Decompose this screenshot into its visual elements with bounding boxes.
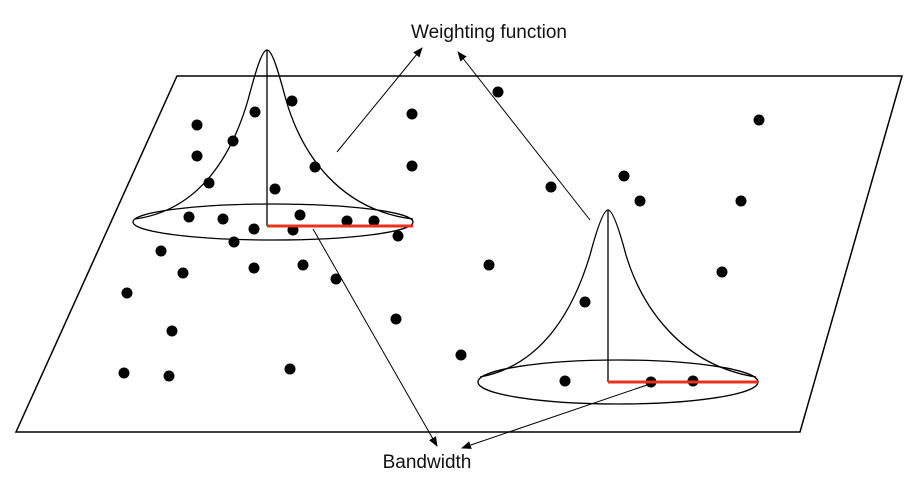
right-gaussian-curve: [479, 209, 757, 378]
data-point: [286, 95, 298, 107]
weighting-arrow-left: [336, 47, 423, 153]
data-point: [294, 209, 306, 221]
bandwidth-label: Bandwidth: [383, 452, 472, 473]
data-point: [634, 195, 646, 207]
data-point: [483, 259, 495, 271]
data-point: [191, 150, 203, 162]
data-point: [177, 267, 189, 279]
weighting-function-label: Weighting function: [411, 22, 567, 43]
data-point: [228, 236, 240, 248]
data-point: [716, 266, 728, 278]
data-point: [753, 114, 765, 126]
data-point: [341, 215, 353, 227]
data-point: [155, 245, 167, 257]
data-point: [121, 287, 133, 299]
data-point: [183, 211, 195, 223]
data-point: [191, 119, 203, 131]
data-point: [406, 108, 418, 120]
left-kernel-base-ellipse: [132, 203, 414, 241]
study-area-plane: [14, 75, 903, 433]
data-point: [330, 273, 342, 285]
weighting-arrow-right: [457, 51, 591, 221]
right-kernel: [477, 209, 759, 405]
data-point: [166, 325, 178, 337]
data-point: [284, 363, 296, 375]
data-point: [735, 195, 747, 207]
data-point: [406, 160, 418, 172]
data-point: [579, 296, 591, 308]
data-point: [368, 215, 380, 227]
data-point: [118, 367, 130, 379]
data-point: [618, 170, 630, 182]
data-point: [217, 213, 229, 225]
data-point: [455, 349, 467, 361]
data-point: [269, 183, 281, 195]
data-point: [559, 375, 571, 387]
data-point: [492, 86, 504, 98]
data-point: [248, 262, 260, 274]
bandwidth-arrow-right: [461, 384, 648, 449]
data-point: [392, 230, 404, 242]
data-point: [203, 177, 215, 189]
data-point: [163, 370, 175, 382]
data-point: [248, 223, 260, 235]
data-points-group: [118, 86, 765, 388]
data-point: [545, 181, 557, 193]
data-point: [390, 313, 402, 325]
data-point: [249, 106, 261, 118]
data-point: [297, 259, 309, 271]
left-kernel: [132, 49, 414, 241]
bandwidth-arrow-left: [312, 228, 438, 447]
